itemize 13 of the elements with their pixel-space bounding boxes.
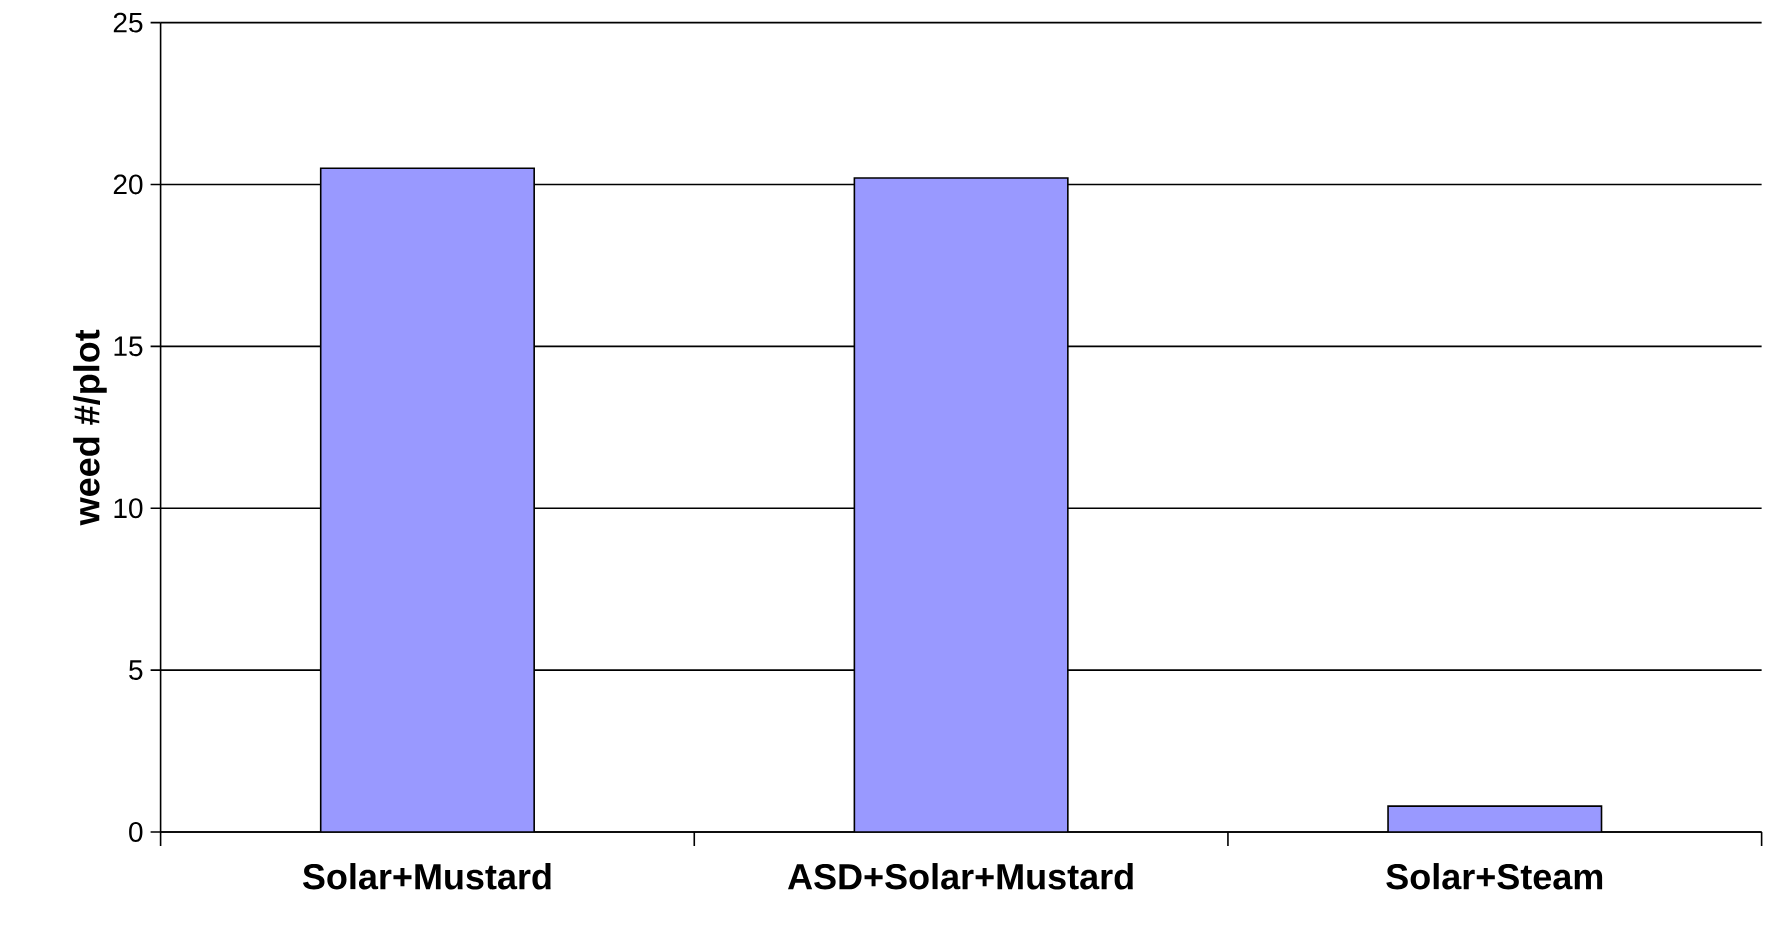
y-axis-title: weed #/plot [73,329,107,526]
y-tick-label: 20 [113,174,143,195]
bar [853,177,1069,832]
y-tick-label: 5 [129,660,143,680]
x-tick-label: Solar+Mustard [302,863,551,890]
y-tick-label: 0 [129,822,143,842]
y-tick-label: 10 [114,498,143,519]
bar [319,167,535,832]
y-tick-label: 25 [113,12,143,33]
bar [1387,805,1603,832]
x-tick-label: Solar+Steam [1386,863,1603,890]
x-tick-label: ASD+Solar+Mustard [787,863,1133,890]
y-tick-label: 15 [114,336,143,357]
